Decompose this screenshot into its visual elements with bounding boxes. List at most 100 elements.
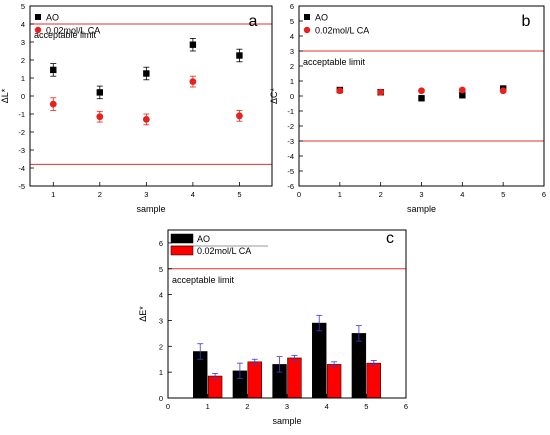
y-tick-label: 4 bbox=[290, 32, 294, 41]
y-tick-label: 5 bbox=[21, 2, 25, 11]
x-tick-label: 2 bbox=[98, 190, 102, 199]
y-tick-label: 0 bbox=[159, 394, 163, 403]
legend: AO 0.02mol/L CA bbox=[34, 13, 100, 36]
y-tick-label: 4 bbox=[21, 20, 25, 29]
y-tick-label: 1 bbox=[159, 368, 163, 377]
bar bbox=[207, 375, 223, 399]
bar bbox=[312, 322, 327, 399]
panel-letter: c bbox=[386, 230, 394, 247]
y-tick-label: -3 bbox=[287, 137, 294, 146]
y-tick-label: -6 bbox=[287, 182, 294, 191]
x-tick-label: 3 bbox=[419, 190, 423, 199]
data-point bbox=[377, 88, 385, 96]
legend-label: 0.02mol/L CA bbox=[315, 26, 369, 36]
y-tick-label: 6 bbox=[290, 2, 294, 11]
x-tick-label: 2 bbox=[245, 402, 249, 411]
data-point bbox=[236, 112, 243, 120]
acceptable-limit-label: acceptable limit bbox=[34, 30, 97, 40]
legend-label: AO bbox=[315, 13, 328, 23]
data-point bbox=[336, 87, 344, 95]
data-point bbox=[499, 87, 507, 95]
y-tick-label: -1 bbox=[18, 110, 25, 119]
x-tick-label: 3 bbox=[285, 402, 289, 411]
bar bbox=[247, 361, 262, 399]
x-axis-label: sample bbox=[136, 204, 165, 214]
x-tick-label: 4 bbox=[325, 402, 329, 411]
plot-frame bbox=[298, 5, 545, 187]
data-point bbox=[459, 92, 466, 99]
x-tick-label: 4 bbox=[191, 190, 195, 199]
x-axis-label: sample bbox=[272, 416, 301, 426]
x-axis-label: sample bbox=[407, 204, 436, 214]
y-tick-label: -2 bbox=[18, 128, 25, 137]
legend: AO 0.02mol/L CA bbox=[303, 13, 369, 36]
panel-b: acceptable limit -6 -5 -4 -3 -2 -1 0 1 2 3 4 5 6 0 1 2 3 4… bbox=[269, 2, 546, 214]
x-tick-label: 4 bbox=[460, 190, 464, 199]
y-tick-label: 0 bbox=[290, 92, 294, 101]
data-point bbox=[189, 78, 197, 85]
y-axis-label: ΔE* bbox=[138, 306, 148, 322]
y-tick-label: -3 bbox=[18, 146, 25, 155]
y-tick-label: 2 bbox=[159, 342, 163, 351]
legend-marker bbox=[303, 26, 311, 34]
legend-label: AO bbox=[197, 234, 210, 244]
data-point bbox=[458, 86, 466, 94]
acceptable-limit-label: acceptable limit bbox=[172, 275, 235, 285]
data-point bbox=[96, 89, 104, 96]
legend-marker bbox=[35, 14, 41, 20]
y-tick-label: 4 bbox=[159, 291, 163, 300]
x-tick-label: 5 bbox=[237, 190, 241, 199]
y-tick-label: -4 bbox=[287, 152, 294, 161]
data-point bbox=[418, 95, 425, 102]
y-tick-label: 3 bbox=[290, 47, 294, 56]
y-tick-label: -2 bbox=[287, 122, 294, 131]
y-axis-label: ΔL* bbox=[0, 88, 10, 103]
x-tick-label: 0 bbox=[166, 402, 170, 411]
x-tick-label: 5 bbox=[364, 402, 368, 411]
bar bbox=[287, 357, 302, 399]
x-tick-label: 6 bbox=[542, 190, 546, 199]
acceptable-limit-label: acceptable limit bbox=[303, 57, 366, 67]
data-point bbox=[50, 66, 57, 74]
y-tick-label: -5 bbox=[287, 167, 294, 176]
data-point bbox=[49, 100, 57, 108]
data-point bbox=[142, 116, 150, 123]
x-tick-label: 3 bbox=[144, 190, 148, 199]
y-tick-label: -5 bbox=[18, 182, 25, 191]
plot-frame bbox=[29, 5, 273, 187]
y-tick-label: 6 bbox=[159, 239, 163, 248]
legend-label: 0.02mol/L CA bbox=[46, 26, 100, 36]
y-tick-label: -1 bbox=[287, 107, 294, 116]
legend-marker bbox=[34, 26, 42, 34]
bar bbox=[326, 364, 342, 399]
x-tick-label: 2 bbox=[379, 190, 383, 199]
bar bbox=[351, 333, 367, 399]
y-tick-label: 1 bbox=[21, 74, 25, 83]
legend-swatch bbox=[170, 245, 194, 256]
data-point bbox=[189, 41, 197, 48]
panel-c: acceptable limit 0 1 2 3 4 5 6 0 1 2 3 4 5 6 AO 0.02mol/… bbox=[138, 229, 408, 426]
x-tick-label: 5 bbox=[501, 190, 505, 199]
x-tick-label: 1 bbox=[206, 402, 210, 411]
data-point bbox=[96, 113, 104, 121]
data-point bbox=[143, 70, 150, 77]
plot-frame bbox=[167, 229, 407, 399]
legend: AO 0.02mol/L CA bbox=[170, 233, 268, 256]
y-tick-label: 3 bbox=[21, 38, 25, 47]
y-tick-label: 3 bbox=[159, 316, 163, 325]
x-tick-label: 6 bbox=[404, 402, 408, 411]
legend-swatch bbox=[170, 233, 194, 244]
bar bbox=[366, 362, 381, 399]
legend-label: 0.02mol/L CA bbox=[197, 246, 251, 256]
y-tick-label: 2 bbox=[290, 62, 294, 71]
y-tick-label: 2 bbox=[21, 56, 25, 65]
legend-label: AO bbox=[46, 13, 59, 23]
y-tick-label: 5 bbox=[290, 17, 294, 26]
y-tick-label: 5 bbox=[159, 265, 163, 274]
panel-a: acceptable limit -5 -4 -3 -2 -1 0 1 2 3 4 5 1 2 3 4 5 AO 0… bbox=[0, 2, 273, 214]
y-tick-label: 1 bbox=[290, 77, 294, 86]
y-tick-label: -4 bbox=[18, 164, 25, 173]
x-tick-label: 1 bbox=[51, 190, 55, 199]
data-point bbox=[236, 52, 243, 59]
